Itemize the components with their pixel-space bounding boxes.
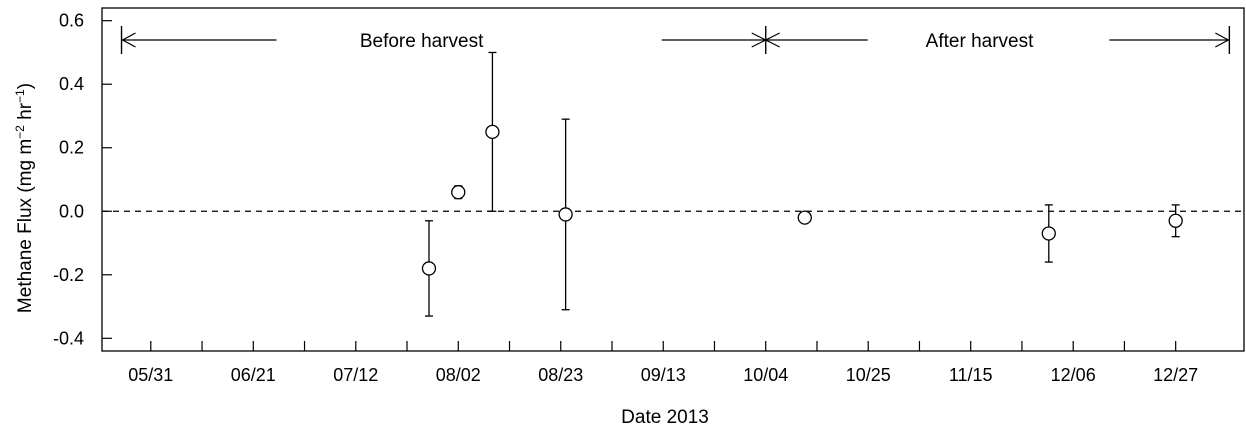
x-tick-label: 05/31 <box>128 365 173 385</box>
y-tick-label: -0.2 <box>53 265 84 285</box>
x-tick-label: 12/06 <box>1051 365 1096 385</box>
x-tick-label: 07/12 <box>333 365 378 385</box>
data-point <box>797 210 812 225</box>
x-tick-label: 06/21 <box>231 365 276 385</box>
x-axis-label: Date 2013 <box>621 407 709 428</box>
data-point <box>451 185 466 200</box>
y-tick-label: 0.2 <box>59 138 84 158</box>
data-point <box>485 124 500 140</box>
x-tick-label: 08/02 <box>436 365 481 385</box>
y-axis-label-exp1: −2 <box>13 125 27 139</box>
before-harvest-label: Before harvest <box>360 31 484 52</box>
y-axis-label-mid: hr <box>15 102 36 125</box>
x-axis: 05/31 06/21 07/12 08/02 08/23 09/13 10/04 10/25… <box>128 341 1198 385</box>
data-point <box>1168 213 1183 228</box>
y-tick-label: 0.4 <box>59 74 84 94</box>
y-tick-label: 0.6 <box>59 11 84 31</box>
period-annotations: Before harvest After harvest <box>120 26 1231 54</box>
after-harvest-label: After harvest <box>926 31 1034 52</box>
y-axis-label-base: Methane Flux (mg m <box>15 139 36 313</box>
plot-frame <box>101 7 1245 352</box>
y-tick-label: -0.4 <box>53 328 84 348</box>
y-axis: -0.4 -0.2 0.0 0.2 0.4 0.6 <box>53 11 112 348</box>
plot-border <box>101 7 1245 352</box>
data-point <box>1041 226 1056 241</box>
x-tick-label: 08/23 <box>538 365 583 385</box>
data-points <box>421 51 1183 317</box>
x-tick-label: 10/04 <box>743 365 788 385</box>
x-tick-label: 11/15 <box>949 365 993 385</box>
y-tick-label: 0.0 <box>59 201 84 221</box>
y-axis-label-exp2: −1 <box>13 89 27 103</box>
y-axis-label: Methane Flux (mg m−2 hr−1) <box>13 83 36 313</box>
y-axis-label-end: ) <box>15 83 36 89</box>
x-tick-label: 10/25 <box>846 365 891 385</box>
after-harvest-arrowhead <box>1215 32 1230 48</box>
x-tick-label: 09/13 <box>641 365 686 385</box>
data-point <box>421 261 437 276</box>
data-point <box>558 207 573 222</box>
x-tick-label: 12/27 <box>1153 365 1198 385</box>
